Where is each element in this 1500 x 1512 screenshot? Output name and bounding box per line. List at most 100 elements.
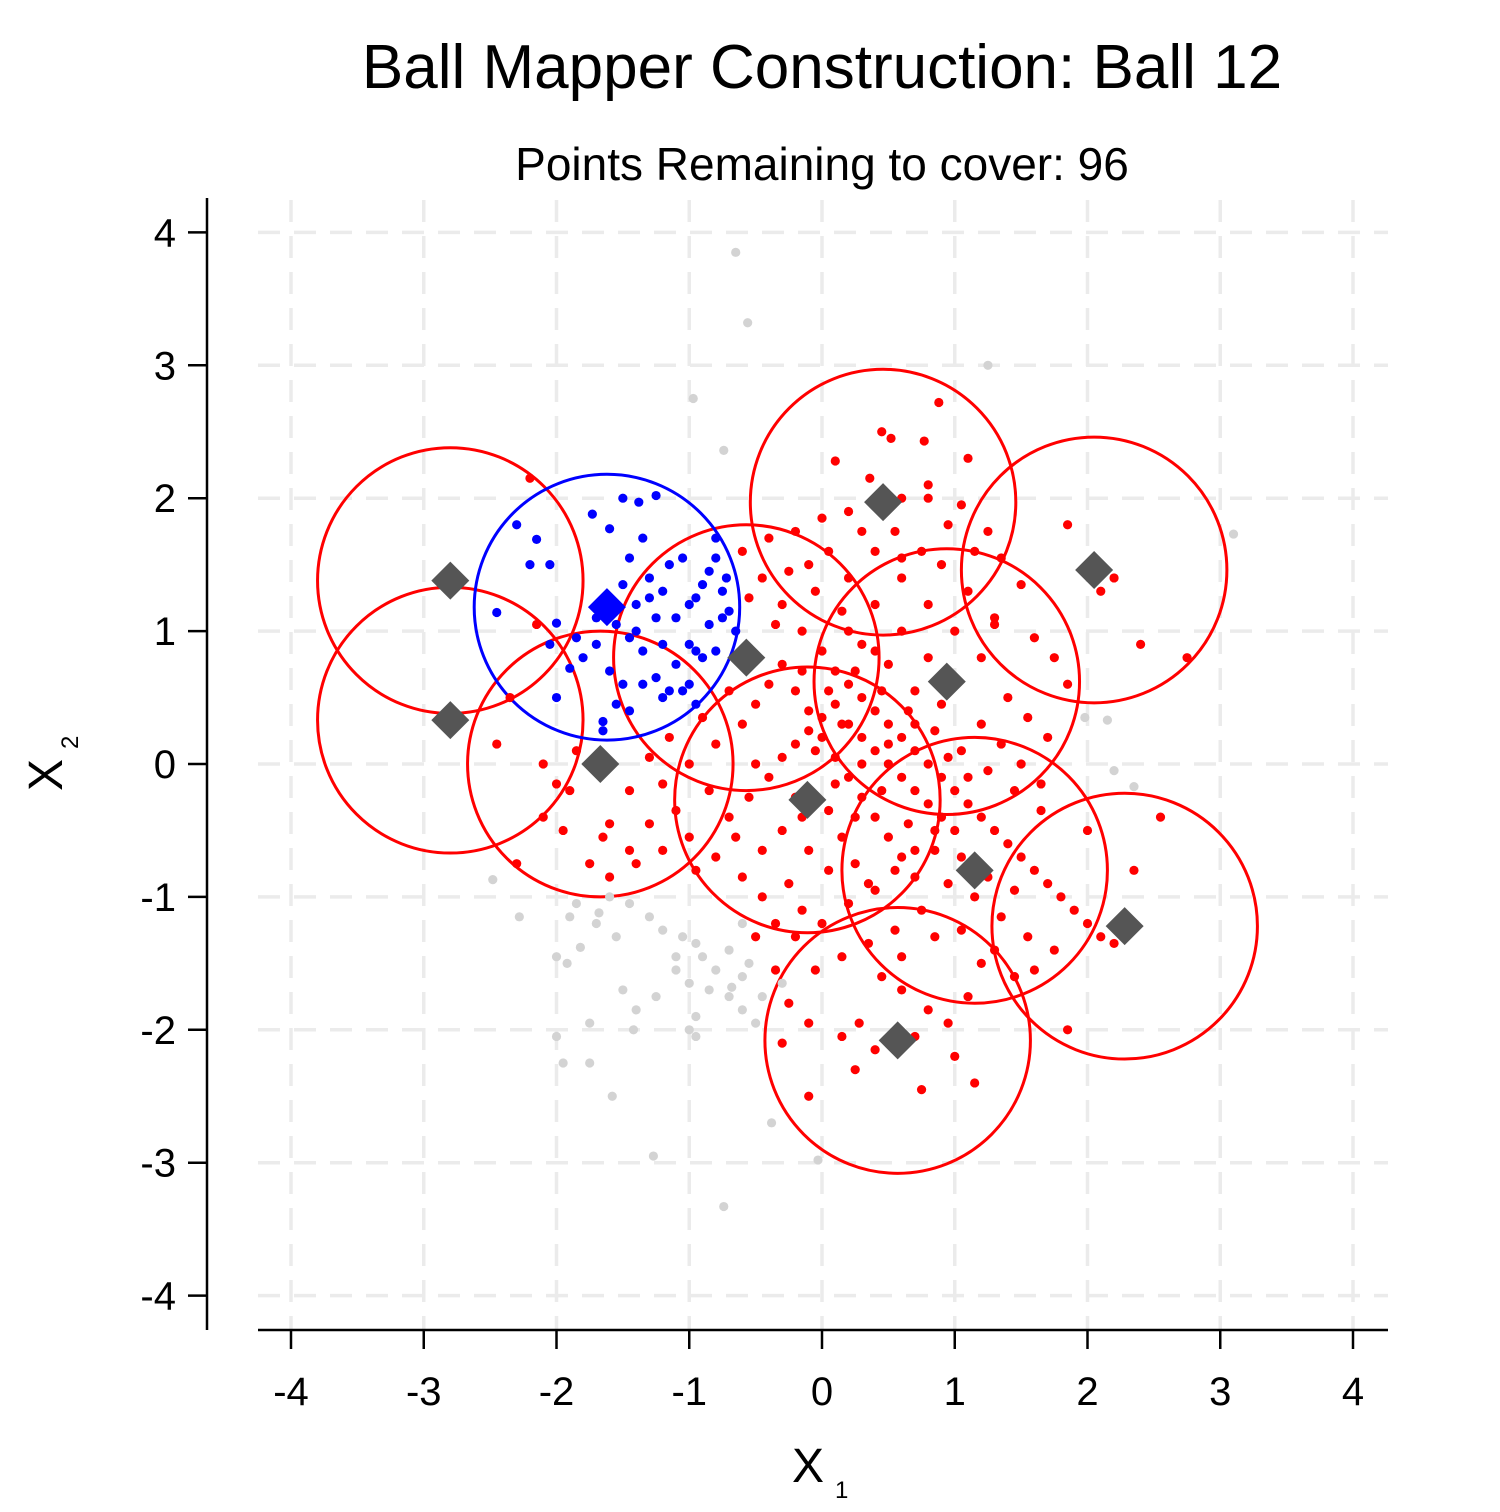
covered-point-179 xyxy=(770,619,781,630)
ball-center-marker-6 xyxy=(1075,550,1114,589)
uncovered-point-49 xyxy=(611,932,621,942)
covered-point-104 xyxy=(830,699,840,709)
ball-center-marker-4 xyxy=(864,483,903,522)
covered-point-39 xyxy=(936,772,947,782)
covered-point-47 xyxy=(1043,879,1053,889)
covered-point-79 xyxy=(930,825,940,836)
covered-point-123 xyxy=(857,792,867,802)
covered-point-177 xyxy=(970,546,980,556)
covered-point-43 xyxy=(989,825,1000,836)
covered-point-114 xyxy=(737,719,747,729)
covered-point-78 xyxy=(910,845,920,855)
covered-point-162 xyxy=(897,626,907,636)
uncovered-point-51 xyxy=(727,982,737,992)
current-point-48 xyxy=(678,686,688,696)
covered-point-180 xyxy=(797,666,807,676)
current-point-22 xyxy=(618,579,628,590)
covered-point-109 xyxy=(897,772,907,782)
covered-point-243 xyxy=(850,1065,860,1075)
covered-point-148 xyxy=(976,719,986,729)
current-point-9 xyxy=(578,653,588,663)
covered-point-93 xyxy=(492,739,502,749)
covered-point-122 xyxy=(843,772,854,782)
covered-point-219 xyxy=(598,832,608,842)
covered-point-3 xyxy=(886,433,896,443)
covered-point-144 xyxy=(684,832,694,842)
covered-point-241 xyxy=(950,1051,960,1061)
covered-point-36 xyxy=(897,732,907,743)
covered-point-115 xyxy=(751,699,761,709)
covered-point-202 xyxy=(810,965,820,975)
covered-point-52 xyxy=(1109,938,1119,949)
covered-point-24 xyxy=(790,526,801,537)
x-tick-label-8: 4 xyxy=(1342,1370,1364,1414)
current-point-12 xyxy=(605,524,615,534)
ball-center-marker-7 xyxy=(788,780,827,819)
uncovered-point-22 xyxy=(737,972,747,982)
uncovered-point-25 xyxy=(684,978,694,988)
covered-point-21 xyxy=(1096,586,1106,596)
covered-point-129 xyxy=(697,712,708,723)
covered-point-65 xyxy=(963,991,973,1002)
uncovered-point-5 xyxy=(1228,529,1239,539)
covered-point-153 xyxy=(1023,712,1033,723)
current-ball-circle xyxy=(472,472,742,742)
y-tick-label-8: 4 xyxy=(154,211,176,255)
current-point-27 xyxy=(658,639,668,649)
covered-point-74 xyxy=(817,918,827,929)
covered-point-188 xyxy=(1009,785,1020,796)
y-tick-label-1: -3 xyxy=(140,1142,176,1186)
covered-point-88 xyxy=(605,872,615,882)
ball-center-marker-9 xyxy=(1105,907,1144,946)
covered-point-120 xyxy=(817,732,827,743)
uncovered-point-36 xyxy=(585,1058,595,1068)
current-ball-points xyxy=(492,490,741,736)
covered-point-210 xyxy=(857,759,867,769)
covered-point-53 xyxy=(1082,825,1093,836)
covered-point-34 xyxy=(870,706,880,716)
uncovered-point-10 xyxy=(575,942,585,953)
covered-point-12 xyxy=(1016,579,1026,590)
current-point-32 xyxy=(704,566,714,576)
covered-point-35 xyxy=(883,719,893,729)
current-point-13 xyxy=(618,493,628,503)
covered-point-22 xyxy=(843,506,854,517)
covered-point-203 xyxy=(797,905,807,915)
uncovered-point-2 xyxy=(983,360,993,370)
uncovered-point-45 xyxy=(757,991,767,1002)
current-point-53 xyxy=(691,646,701,656)
covered-point-185 xyxy=(930,726,940,736)
current-point-11 xyxy=(587,509,597,519)
covered-point-170 xyxy=(784,566,794,576)
uncovered-point-20 xyxy=(711,965,721,975)
current-point-30 xyxy=(691,593,701,603)
uncovered-point-38 xyxy=(648,1151,659,1161)
x-tick-label-1: -3 xyxy=(406,1370,442,1414)
current-point-47 xyxy=(684,679,694,689)
covered-point-232 xyxy=(850,812,860,822)
current-point-15 xyxy=(651,490,661,501)
covered-ball-circle-8 xyxy=(840,735,1109,1005)
covered-point-181 xyxy=(824,686,834,696)
current-point-10 xyxy=(591,639,601,649)
uncovered-point-39 xyxy=(719,1201,729,1212)
covered-point-141 xyxy=(757,892,767,902)
covered-point-0 xyxy=(877,427,887,437)
covered-point-33 xyxy=(857,692,867,703)
uncovered-point-31 xyxy=(631,1005,641,1015)
covered-point-215 xyxy=(943,752,953,762)
x-tick-label-2: -2 xyxy=(539,1370,575,1414)
covered-point-75 xyxy=(843,898,854,909)
covered-point-175 xyxy=(916,546,927,556)
uncovered-point-26 xyxy=(704,985,714,995)
current-point-29 xyxy=(684,599,694,610)
covered-point-92 xyxy=(512,859,522,869)
covered-point-154 xyxy=(1043,732,1053,743)
covered-point-209 xyxy=(830,779,840,789)
covered-point-212 xyxy=(910,719,920,729)
covered-point-176 xyxy=(943,520,953,530)
covered-point-132 xyxy=(731,832,741,842)
axes: -4 -3 -2 -1 0 1 2 3 4 -4 -3 -2 -1 0 1 2 3 4 xyxy=(140,198,1388,1414)
covered-points xyxy=(492,397,1192,1101)
uncovered-point-8 xyxy=(551,952,562,962)
